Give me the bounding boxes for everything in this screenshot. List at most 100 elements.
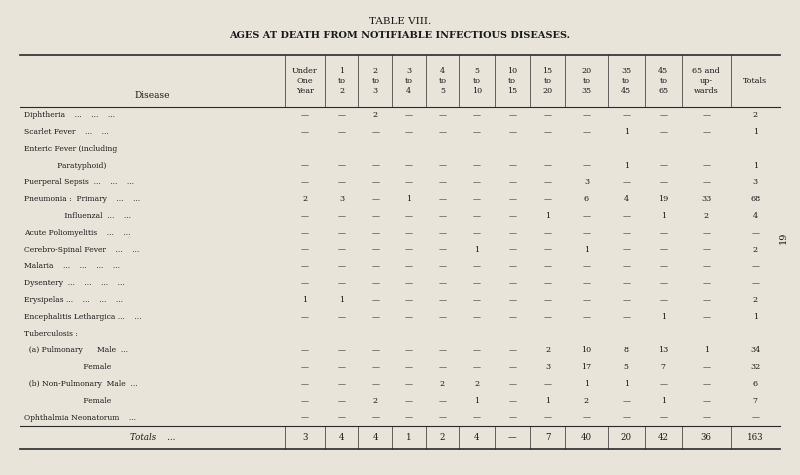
Text: Ophthalmia Neonatorum    ...: Ophthalmia Neonatorum ... xyxy=(24,414,136,422)
Text: 2: 2 xyxy=(474,380,479,388)
Text: —: — xyxy=(508,111,516,119)
Text: Paratyphoid): Paratyphoid) xyxy=(24,162,106,170)
Text: —: — xyxy=(438,414,446,422)
Text: —: — xyxy=(622,397,630,405)
Text: —: — xyxy=(405,296,413,304)
Text: —: — xyxy=(622,414,630,422)
Text: 2: 2 xyxy=(545,346,550,354)
Text: —: — xyxy=(508,380,516,388)
Text: —: — xyxy=(338,397,346,405)
Text: —: — xyxy=(438,397,446,405)
Text: —: — xyxy=(438,128,446,136)
Text: —: — xyxy=(659,414,667,422)
Text: 4: 4 xyxy=(339,433,345,442)
Text: —: — xyxy=(582,414,590,422)
Text: 6: 6 xyxy=(753,380,758,388)
Text: 3: 3 xyxy=(753,179,758,187)
Text: —: — xyxy=(473,128,481,136)
Text: 32: 32 xyxy=(750,363,760,371)
Text: 19: 19 xyxy=(779,231,788,244)
Text: 3
to
4: 3 to 4 xyxy=(405,67,413,95)
Text: —: — xyxy=(371,346,379,354)
Text: —: — xyxy=(301,363,309,371)
Text: —: — xyxy=(405,229,413,237)
Text: —: — xyxy=(702,279,710,287)
Text: —: — xyxy=(338,212,346,220)
Text: —: — xyxy=(371,296,379,304)
Text: —: — xyxy=(659,229,667,237)
Text: —: — xyxy=(622,279,630,287)
Text: Tuberculosis :: Tuberculosis : xyxy=(24,330,78,338)
Text: —: — xyxy=(371,162,379,170)
Text: Influenzal  ...    ...: Influenzal ... ... xyxy=(24,212,131,220)
Text: —: — xyxy=(582,313,590,321)
Text: 3: 3 xyxy=(584,179,589,187)
Text: —: — xyxy=(702,229,710,237)
Text: —: — xyxy=(371,195,379,203)
Text: 1: 1 xyxy=(474,397,479,405)
Text: —: — xyxy=(438,346,446,354)
Text: —: — xyxy=(438,212,446,220)
Text: —: — xyxy=(473,279,481,287)
Text: 20
to
35: 20 to 35 xyxy=(582,67,591,95)
Text: 1: 1 xyxy=(753,128,758,136)
Text: —: — xyxy=(473,195,481,203)
Text: —: — xyxy=(301,397,309,405)
Text: —: — xyxy=(473,363,481,371)
Text: —: — xyxy=(702,296,710,304)
Text: —: — xyxy=(405,179,413,187)
Text: —: — xyxy=(659,380,667,388)
Text: —: — xyxy=(622,263,630,270)
Text: —: — xyxy=(371,212,379,220)
Text: 17: 17 xyxy=(582,363,591,371)
Text: —: — xyxy=(473,229,481,237)
Text: Malaria    ...    ...    ...    ...: Malaria ... ... ... ... xyxy=(24,263,120,270)
Text: 2: 2 xyxy=(704,212,709,220)
Text: (b) Non-Pulmonary  Male  ...: (b) Non-Pulmonary Male ... xyxy=(24,380,138,388)
Text: —: — xyxy=(543,414,551,422)
Text: —: — xyxy=(508,433,517,442)
Text: AGES AT DEATH FROM NOTIFIABLE INFECTIOUS DISEASES.: AGES AT DEATH FROM NOTIFIABLE INFECTIOUS… xyxy=(230,31,570,40)
Text: 1: 1 xyxy=(624,380,629,388)
Text: —: — xyxy=(659,279,667,287)
Text: —: — xyxy=(508,296,516,304)
Text: —: — xyxy=(702,397,710,405)
Text: —: — xyxy=(438,111,446,119)
Text: —: — xyxy=(751,229,759,237)
Text: —: — xyxy=(405,162,413,170)
Text: —: — xyxy=(659,246,667,254)
Text: —: — xyxy=(338,263,346,270)
Text: —: — xyxy=(338,313,346,321)
Text: —: — xyxy=(371,313,379,321)
Text: —: — xyxy=(508,195,516,203)
Text: —: — xyxy=(338,246,346,254)
Text: —: — xyxy=(338,128,346,136)
Text: 5
to
10: 5 to 10 xyxy=(472,67,482,95)
Text: —: — xyxy=(543,195,551,203)
Text: —: — xyxy=(543,111,551,119)
Text: 1: 1 xyxy=(545,397,550,405)
Text: —: — xyxy=(301,414,309,422)
Text: —: — xyxy=(659,111,667,119)
Text: —: — xyxy=(508,263,516,270)
Text: —: — xyxy=(405,246,413,254)
Text: —: — xyxy=(473,263,481,270)
Text: (a) Pulmonary      Male  ...: (a) Pulmonary Male ... xyxy=(24,346,128,354)
Text: —: — xyxy=(622,229,630,237)
Text: —: — xyxy=(438,279,446,287)
Text: —: — xyxy=(405,414,413,422)
Text: —: — xyxy=(405,212,413,220)
Text: 2: 2 xyxy=(753,296,758,304)
Text: Encephalitis Lethargica ...    ...: Encephalitis Lethargica ... ... xyxy=(24,313,142,321)
Text: 4
to
5: 4 to 5 xyxy=(438,67,446,95)
Text: —: — xyxy=(438,263,446,270)
Text: —: — xyxy=(622,296,630,304)
Text: —: — xyxy=(582,162,590,170)
Text: —: — xyxy=(371,263,379,270)
Text: —: — xyxy=(371,363,379,371)
Text: —: — xyxy=(405,263,413,270)
Text: —: — xyxy=(301,162,309,170)
Text: —: — xyxy=(338,179,346,187)
Text: 1: 1 xyxy=(302,296,307,304)
Text: 7: 7 xyxy=(661,363,666,371)
